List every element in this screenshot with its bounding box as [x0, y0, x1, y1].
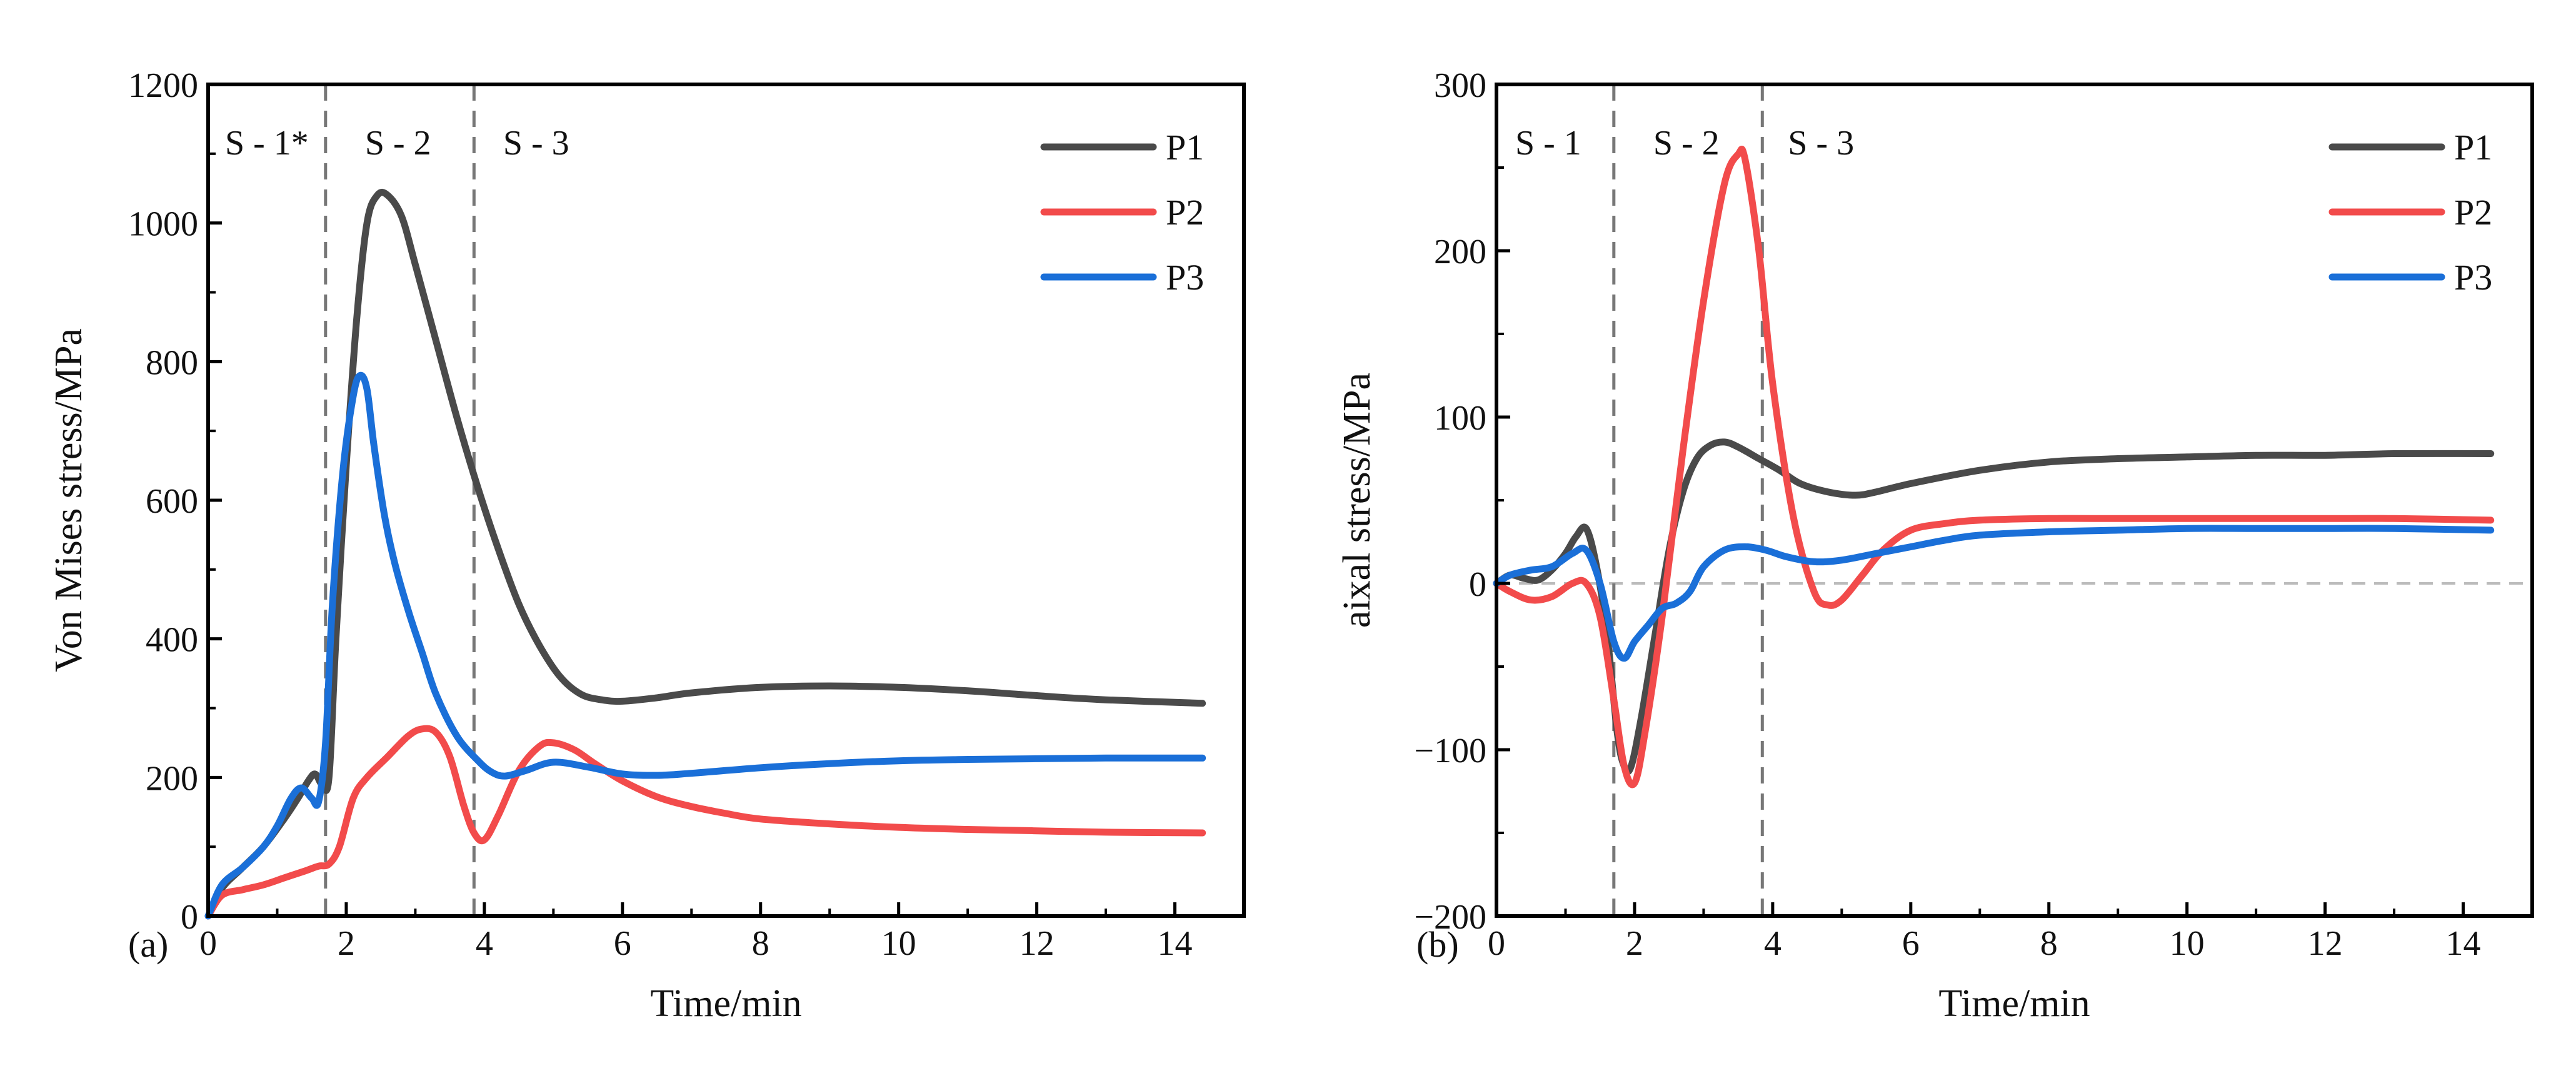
- chart-b-panel-label: (b): [1416, 924, 1459, 965]
- chart-a-stage-label-1: S - 1*: [225, 124, 309, 163]
- chart-b-x-tick-label: 12: [2308, 924, 2343, 963]
- chart-a-x-tick-label: 4: [476, 924, 493, 963]
- chart-a-y-tick-label: 600: [146, 482, 198, 521]
- chart-a-ticks: 0 2 4 6 8 10 12 14 0 200 400 600 800 1000 1200: [128, 66, 1193, 963]
- chart-a-stage-label-2: S - 2: [365, 124, 431, 163]
- chart-b-y-tick-label: −200: [1414, 898, 1486, 937]
- chart-b-y-tick-label: −100: [1414, 732, 1486, 770]
- chart-a-x-tick-label: 10: [881, 924, 916, 963]
- chart-b-svg: S - 1 S - 2 S - 3 0 2 4 6 8 10 12 14 −200 −100 0 100 2…: [1288, 0, 2576, 1078]
- chart-a-x-axis-title: Time/min: [650, 982, 801, 1025]
- chart-a-series-p3: [204, 371, 1206, 920]
- chart-b-ticks: 0 2 4 6 8 10 12 14 −200 −100 0 100 200 300: [1414, 66, 2480, 963]
- chart-a-plot-layer: S - 1* S - 2 S - 3: [204, 84, 1206, 920]
- chart-a-x-tick-label: 8: [752, 924, 769, 963]
- chart-b-x-tick-label: 6: [1902, 924, 1920, 963]
- chart-a-y-tick-label: 1200: [128, 66, 198, 105]
- chart-a-y-tick-label: 0: [181, 898, 198, 937]
- chart-a-legend-label-p3: P3: [1166, 257, 1204, 298]
- chart-a-y-tick-label: 800: [146, 343, 198, 382]
- chart-b-x-tick-label: 4: [1764, 924, 1782, 963]
- chart-b-x-tick-label: 10: [2170, 924, 2205, 963]
- chart-b-stage-label-3: S - 3: [1788, 124, 1854, 163]
- chart-b-legend-label-p3: P3: [2454, 257, 2492, 298]
- chart-b: S - 1 S - 2 S - 3 0 2 4 6 8 10 12 14 −200 −100 0 100 2…: [1288, 0, 2576, 1078]
- chart-b-x-axis-title: Time/min: [1938, 982, 2090, 1025]
- chart-b-series-p3: [1493, 525, 2495, 662]
- chart-b-legend-label-p1: P1: [2454, 127, 2492, 168]
- chart-b-background: [1288, 0, 2576, 1078]
- chart-b-x-tick-label: 8: [2040, 924, 2058, 963]
- chart-b-stage-label-1: S - 1: [1515, 124, 1581, 163]
- chart-a-stage-label-3: S - 3: [503, 124, 569, 163]
- chart-a-x-tick-label: 0: [199, 924, 217, 963]
- chart-a-series-p2: [204, 725, 1206, 920]
- chart-a-svg: S - 1* S - 2 S - 3 0 2 4 6 8 10 12 14 0 200 400 600 80…: [48, 66, 1246, 1025]
- chart-a-y-axis-title: Von Mises stress/MPa: [48, 328, 90, 672]
- chart-a-y-tick-label: 200: [146, 759, 198, 798]
- chart-b-stage-label-2: S - 2: [1653, 124, 1720, 163]
- chart-a-x-tick-label: 2: [338, 924, 355, 963]
- chart-b-x-tick-label: 0: [1488, 924, 1505, 963]
- chart-a-series-p1: [204, 188, 1206, 920]
- chart-b-x-tick-label: 14: [2446, 924, 2481, 963]
- chart-b-y-tick-label: 300: [1434, 66, 1486, 105]
- chart-a-legend-label-p2: P2: [1166, 192, 1204, 233]
- chart-a-y-tick-label: 400: [146, 621, 198, 660]
- chart-b-x-tick-label: 2: [1626, 924, 1643, 963]
- chart-a-x-tick-label: 14: [1158, 924, 1193, 963]
- chart-a-legend-label-p1: P1: [1166, 127, 1204, 168]
- chart-a-panel-label: (a): [128, 924, 168, 965]
- chart-b-y-tick-label: 100: [1434, 399, 1486, 438]
- chart-b-y-tick-label: 200: [1434, 233, 1486, 271]
- chart-a-y-tick-label: 1000: [128, 205, 198, 244]
- chart-b-y-tick-label: 0: [1469, 565, 1486, 604]
- chart-b-plot-layer: S - 1 S - 2 S - 3: [1493, 84, 2532, 916]
- chart-b-legend: P1 P2 P3: [2328, 127, 2492, 298]
- chart-b-series-p1: [1493, 438, 2495, 775]
- chart-b-series-p2: [1493, 146, 2495, 788]
- chart-b-y-axis-title: aixal stress/MPa: [1336, 373, 1378, 628]
- chart-a-x-tick-label: 6: [614, 924, 631, 963]
- chart-a-x-tick-label: 12: [1020, 924, 1055, 963]
- chart-b-legend-label-p2: P2: [2454, 192, 2492, 233]
- chart-a: S - 1* S - 2 S - 3 0 2 4 6 8 10 12 14 0 200 400 600 80…: [48, 66, 1246, 1025]
- chart-a-legend: P1 P2 P3: [1040, 127, 1204, 298]
